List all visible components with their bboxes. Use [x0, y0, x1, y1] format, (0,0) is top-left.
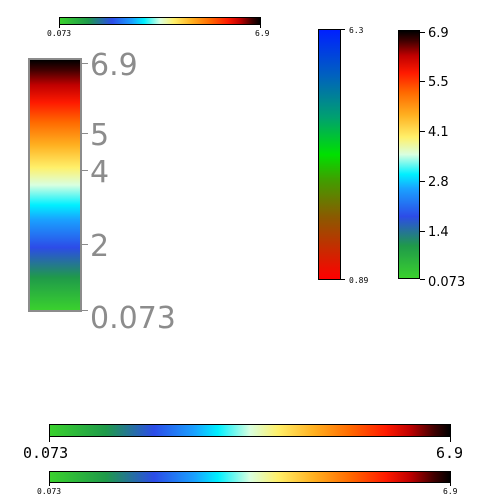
right-colorbar-tick-2.8 — [420, 181, 425, 182]
right-colorbar-label-5.5: 5.5 — [428, 75, 449, 90]
left-colorbar-tick-4 — [82, 170, 88, 171]
left-colorbar-label-4: 4 — [90, 155, 110, 190]
bottom-wide-max-label: 6.9 — [436, 444, 464, 462]
left-colorbar-tick-6.9 — [82, 63, 88, 64]
left-colorbar-tick-2 — [82, 244, 88, 245]
left-colorbar-tick-5 — [82, 133, 88, 134]
bottom-small-min-label: 0.073 — [37, 487, 62, 496]
bottom-small-tick-min — [49, 483, 50, 486]
mid-colorbar-max-label: 6.3 — [349, 26, 364, 35]
right-colorbar-label-4.1: 4.1 — [428, 125, 449, 140]
left-colorbar-label-0.073: 0.073 — [90, 301, 176, 336]
left-colorbar-label-5: 5 — [90, 118, 110, 153]
left-colorbar-tick-0.073 — [82, 310, 88, 311]
mid-colorbar-min-label: 0.89 — [349, 276, 369, 285]
right-colorbar-label-0.073: 0.073 — [428, 275, 466, 290]
left-large-colorbar — [28, 58, 82, 312]
bottom-small-max-label: 6.9 — [443, 487, 458, 496]
bottom-wide-min-label: 0.073 — [23, 444, 69, 462]
top-horizontal-colorbar — [59, 17, 261, 25]
bottom-small-colorbar — [49, 471, 451, 483]
right-colorbar-label-6.9: 6.9 — [428, 26, 449, 41]
top-colorbar-min-label: 0.073 — [47, 29, 72, 38]
right-colorbar-tick-4.1 — [420, 131, 425, 132]
bottom-small-tick-max — [450, 483, 451, 486]
top-colorbar-tick-min — [59, 25, 60, 28]
right-colorbar-tick-6.9 — [420, 32, 425, 33]
right-colorbar-label-1.4: 1.4 — [428, 225, 449, 240]
bottom-wide-tick-min — [49, 437, 50, 442]
right-colorbar-tick-0.073 — [420, 279, 425, 280]
mid-colorbar-tick-min — [341, 279, 345, 280]
left-colorbar-label-2: 2 — [90, 229, 110, 264]
bottom-wide-tick-max — [450, 437, 451, 442]
right-colorbar-tick-5.5 — [420, 81, 425, 82]
left-colorbar-label-6.9: 6.9 — [90, 48, 138, 83]
right-vertical-colorbar — [398, 30, 420, 279]
right-colorbar-tick-1.4 — [420, 231, 425, 232]
mid-colorbar-tick-max — [341, 29, 345, 30]
top-colorbar-tick-max — [260, 25, 261, 28]
top-colorbar-max-label: 6.9 — [255, 29, 270, 38]
middle-vertical-colorbar — [318, 29, 341, 280]
bottom-wide-colorbar — [49, 424, 451, 437]
right-colorbar-label-2.8: 2.8 — [428, 175, 449, 190]
